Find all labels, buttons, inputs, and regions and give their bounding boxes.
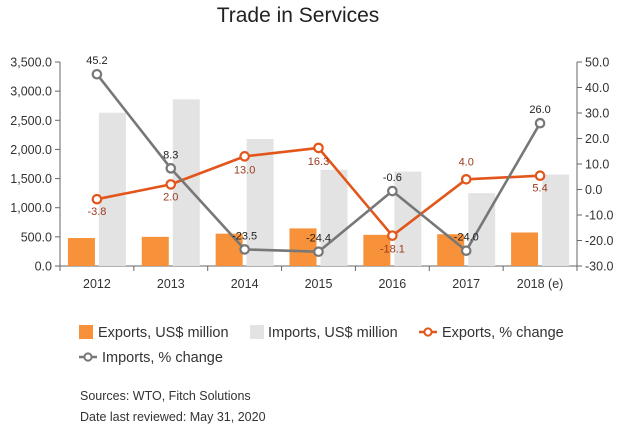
- date-reviewed-note: Date last reviewed: May 31, 2020: [80, 410, 266, 424]
- imports-change-label: -0.6: [383, 172, 402, 184]
- left-tick-label: 2,500.0: [10, 114, 52, 128]
- imports-change-point: [387, 185, 398, 197]
- imports-change-label: -23.5: [232, 230, 257, 242]
- imports-bar: [320, 169, 348, 266]
- exports-change-point: [91, 193, 103, 205]
- exports-bar: [289, 228, 317, 266]
- imports-change-point: [239, 244, 250, 255]
- right-tick-label: -10.0: [585, 209, 614, 223]
- imports-change-label: 26.0: [529, 104, 550, 116]
- legend-label-imports: Imports, US$ million: [268, 325, 398, 341]
- exports-change-point: [313, 142, 324, 154]
- right-tick-label: 50.0: [585, 56, 609, 70]
- imports-bar: [98, 112, 126, 266]
- left-tick-label: 0.0: [35, 260, 52, 274]
- exports-change-label: 13.0: [234, 164, 255, 176]
- right-tick-label: 40.0: [585, 81, 609, 95]
- legend-label-exports: Exports, US$ million: [98, 325, 229, 341]
- imports-change-label: -24.4: [306, 233, 331, 245]
- exports-bar: [215, 233, 243, 266]
- imports-change-point: [313, 246, 324, 258]
- exports-bar: [511, 232, 539, 266]
- exports-change-point: [165, 179, 177, 190]
- imports-change-label: 8.3: [163, 149, 178, 161]
- right-tick-label: 30.0: [585, 107, 609, 121]
- exports-change-point: [534, 170, 546, 182]
- right-tick-label: -30.0: [585, 260, 614, 274]
- exports-change-label: 5.4: [532, 183, 547, 195]
- imports-change-point: [460, 245, 472, 256]
- imports-change-point: [91, 68, 103, 80]
- sources-note: Sources: WTO, Fitch Solutions: [80, 389, 251, 403]
- exports-change-point: [460, 174, 472, 185]
- imports-change-label: -24.0: [454, 232, 479, 244]
- right-tick-label: 0.0: [585, 183, 602, 197]
- exports-bar: [363, 234, 391, 266]
- left-tick-label: 3,500.0: [10, 56, 52, 70]
- left-tick-label: 1,500.0: [10, 172, 52, 186]
- imports-bar: [542, 174, 570, 266]
- x-tick-label: 2018 (e): [517, 277, 564, 291]
- exports-change-label: -3.8: [87, 206, 106, 218]
- exports-change-label: 2.0: [163, 191, 178, 203]
- x-tick-label: 2016: [378, 277, 406, 291]
- exports-change-label: 16.3: [308, 156, 329, 168]
- imports-bar: [246, 138, 274, 266]
- right-tick-label: 10.0: [585, 158, 609, 172]
- exports-bar: [141, 236, 169, 266]
- x-tick-label: 2012: [83, 277, 111, 291]
- right-tick-label: -20.0: [585, 234, 614, 248]
- x-tick-label: 2017: [452, 277, 480, 291]
- right-tick-label: 20.0: [585, 132, 609, 146]
- exports-change-point: [387, 230, 398, 241]
- exports-bar: [67, 238, 95, 266]
- legend-marker-imports-change: [83, 352, 93, 362]
- exports-change-point: [239, 151, 250, 162]
- legend-label-imports-change: Imports, % change: [102, 350, 223, 366]
- legend-marker-exports-change: [423, 327, 433, 337]
- exports-change-label: -18.1: [380, 244, 405, 256]
- left-tick-label: 1,000.0: [10, 201, 52, 215]
- imports-change-point: [165, 163, 177, 174]
- legend-swatch-exports: [79, 325, 93, 339]
- legend-label-exports-change: Exports, % change: [442, 325, 564, 341]
- legend-swatch-imports: [250, 325, 264, 339]
- imports-bar: [394, 171, 422, 266]
- exports-change-label: 4.0: [459, 156, 474, 168]
- chart-title: Trade in Services: [217, 4, 380, 27]
- x-tick-label: 2015: [305, 277, 333, 291]
- x-tick-label: 2014: [231, 277, 259, 291]
- left-tick-label: 500.0: [21, 230, 52, 244]
- left-tick-label: 2,000.0: [10, 143, 52, 157]
- imports-change-point: [534, 117, 546, 129]
- imports-change-label: 45.2: [86, 55, 107, 67]
- x-tick-label: 2013: [157, 277, 185, 291]
- left-tick-label: 3,000.0: [10, 85, 52, 99]
- imports-bar: [468, 193, 496, 266]
